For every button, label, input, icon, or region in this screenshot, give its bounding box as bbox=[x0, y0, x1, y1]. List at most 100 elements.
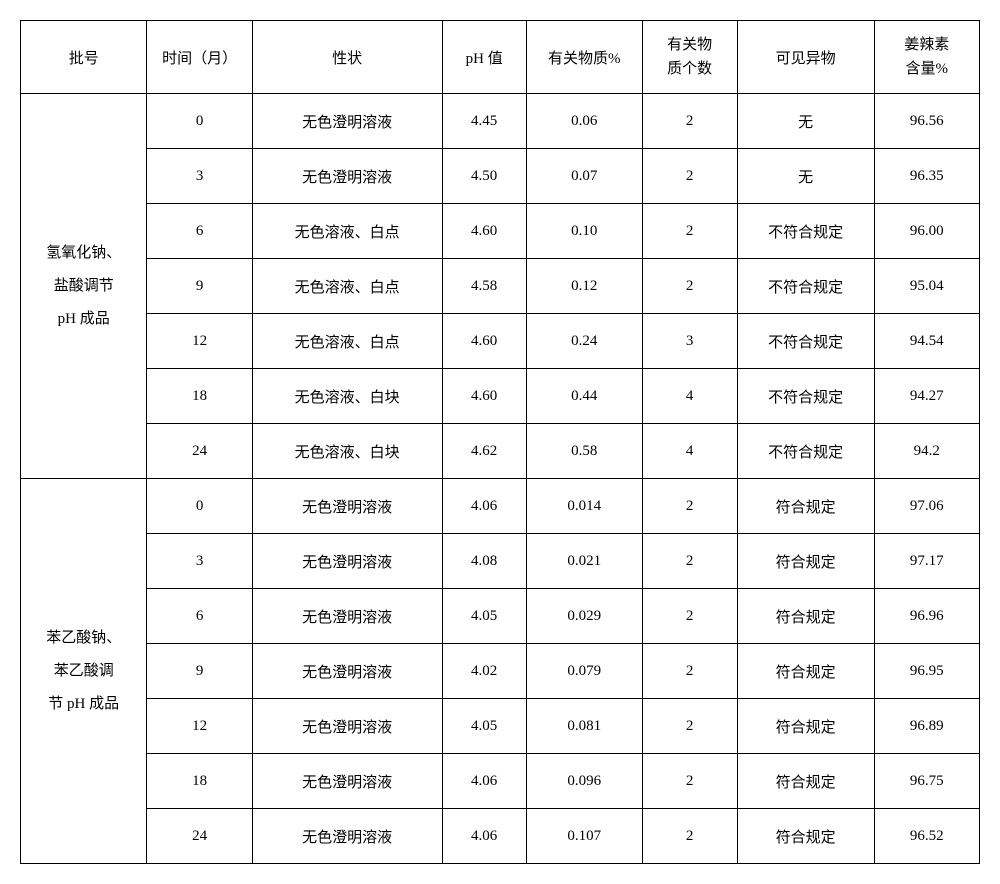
batch-label-line: 盐酸调节 bbox=[21, 270, 146, 303]
cell-count: 2 bbox=[642, 149, 737, 204]
cell-appearance: 无色澄明溶液 bbox=[252, 534, 442, 589]
cell-ph: 4.06 bbox=[442, 479, 526, 534]
cell-count: 2 bbox=[642, 534, 737, 589]
cell-time: 6 bbox=[147, 204, 252, 259]
cell-foreign: 不符合规定 bbox=[737, 204, 874, 259]
cell-ph: 4.58 bbox=[442, 259, 526, 314]
cell-time: 9 bbox=[147, 259, 252, 314]
cell-ph: 4.05 bbox=[442, 699, 526, 754]
cell-gingerol: 94.54 bbox=[874, 314, 979, 369]
cell-gingerol: 96.89 bbox=[874, 699, 979, 754]
table-row: 苯乙酸钠、苯乙酸调节 pH 成品0无色澄明溶液4.060.0142符合规定97.… bbox=[21, 479, 980, 534]
cell-related: 0.07 bbox=[526, 149, 642, 204]
cell-foreign: 不符合规定 bbox=[737, 424, 874, 479]
cell-foreign: 符合规定 bbox=[737, 699, 874, 754]
cell-gingerol: 94.2 bbox=[874, 424, 979, 479]
table-row: 18无色澄明溶液4.060.0962符合规定96.75 bbox=[21, 754, 980, 809]
cell-appearance: 无色溶液、白块 bbox=[252, 369, 442, 424]
cell-appearance: 无色澄明溶液 bbox=[252, 754, 442, 809]
cell-gingerol: 96.00 bbox=[874, 204, 979, 259]
cell-gingerol: 96.35 bbox=[874, 149, 979, 204]
cell-count: 2 bbox=[642, 94, 737, 149]
header-ph: pH 值 bbox=[442, 21, 526, 94]
cell-ph: 4.08 bbox=[442, 534, 526, 589]
cell-count: 2 bbox=[642, 644, 737, 699]
cell-time: 12 bbox=[147, 314, 252, 369]
cell-gingerol: 96.95 bbox=[874, 644, 979, 699]
cell-foreign: 符合规定 bbox=[737, 589, 874, 644]
cell-foreign: 符合规定 bbox=[737, 809, 874, 864]
cell-foreign: 符合规定 bbox=[737, 644, 874, 699]
table-row: 6无色澄明溶液4.050.0292符合规定96.96 bbox=[21, 589, 980, 644]
cell-foreign: 不符合规定 bbox=[737, 259, 874, 314]
table-row: 9无色澄明溶液4.020.0792符合规定96.95 bbox=[21, 644, 980, 699]
cell-time: 24 bbox=[147, 809, 252, 864]
cell-time: 24 bbox=[147, 424, 252, 479]
table-row: 3无色澄明溶液4.080.0212符合规定97.17 bbox=[21, 534, 980, 589]
table-row: 6无色溶液、白点4.600.102不符合规定96.00 bbox=[21, 204, 980, 259]
header-gingerol-line2: 含量% bbox=[875, 57, 979, 81]
cell-foreign: 不符合规定 bbox=[737, 369, 874, 424]
batch-label-line: 苯乙酸钠、 bbox=[21, 622, 146, 655]
cell-count: 2 bbox=[642, 259, 737, 314]
cell-count: 2 bbox=[642, 754, 737, 809]
header-foreign: 可见异物 bbox=[737, 21, 874, 94]
cell-foreign: 符合规定 bbox=[737, 479, 874, 534]
cell-appearance: 无色溶液、白点 bbox=[252, 259, 442, 314]
cell-time: 0 bbox=[147, 94, 252, 149]
cell-ph: 4.60 bbox=[442, 314, 526, 369]
table-row: 氢氧化钠、盐酸调节pH 成品0无色澄明溶液4.450.062无96.56 bbox=[21, 94, 980, 149]
cell-appearance: 无色澄明溶液 bbox=[252, 699, 442, 754]
cell-appearance: 无色澄明溶液 bbox=[252, 589, 442, 644]
cell-related: 0.014 bbox=[526, 479, 642, 534]
cell-related: 0.10 bbox=[526, 204, 642, 259]
cell-appearance: 无色澄明溶液 bbox=[252, 149, 442, 204]
header-related: 有关物质% bbox=[526, 21, 642, 94]
header-count-line2: 质个数 bbox=[643, 57, 737, 81]
cell-related: 0.12 bbox=[526, 259, 642, 314]
cell-ph: 4.06 bbox=[442, 809, 526, 864]
cell-appearance: 无色溶液、白块 bbox=[252, 424, 442, 479]
cell-foreign: 无 bbox=[737, 94, 874, 149]
cell-related: 0.24 bbox=[526, 314, 642, 369]
cell-foreign: 不符合规定 bbox=[737, 314, 874, 369]
batch-label-line: 苯乙酸调 bbox=[21, 655, 146, 688]
cell-appearance: 无色澄明溶液 bbox=[252, 479, 442, 534]
cell-ph: 4.60 bbox=[442, 204, 526, 259]
cell-foreign: 无 bbox=[737, 149, 874, 204]
cell-appearance: 无色澄明溶液 bbox=[252, 94, 442, 149]
cell-related: 0.021 bbox=[526, 534, 642, 589]
table-row: 24无色澄明溶液4.060.1072符合规定96.52 bbox=[21, 809, 980, 864]
header-gingerol-line1: 姜辣素 bbox=[875, 33, 979, 57]
cell-appearance: 无色澄明溶液 bbox=[252, 809, 442, 864]
cell-count: 2 bbox=[642, 479, 737, 534]
cell-related: 0.096 bbox=[526, 754, 642, 809]
cell-related: 0.44 bbox=[526, 369, 642, 424]
header-batch: 批号 bbox=[21, 21, 147, 94]
cell-ph: 4.50 bbox=[442, 149, 526, 204]
cell-time: 12 bbox=[147, 699, 252, 754]
table-row: 3无色澄明溶液4.500.072无96.35 bbox=[21, 149, 980, 204]
cell-related: 0.029 bbox=[526, 589, 642, 644]
cell-ph: 4.02 bbox=[442, 644, 526, 699]
cell-appearance: 无色溶液、白点 bbox=[252, 314, 442, 369]
cell-count: 3 bbox=[642, 314, 737, 369]
cell-related: 0.079 bbox=[526, 644, 642, 699]
header-time: 时间（月） bbox=[147, 21, 252, 94]
header-row: 批号 时间（月） 性状 pH 值 有关物质% 有关物 质个数 可见异物 姜辣素 … bbox=[21, 21, 980, 94]
cell-related: 0.081 bbox=[526, 699, 642, 754]
cell-count: 4 bbox=[642, 369, 737, 424]
cell-ph: 4.06 bbox=[442, 754, 526, 809]
cell-count: 2 bbox=[642, 699, 737, 754]
cell-gingerol: 94.27 bbox=[874, 369, 979, 424]
batch-label-line: 氢氧化钠、 bbox=[21, 237, 146, 270]
cell-related: 0.58 bbox=[526, 424, 642, 479]
cell-gingerol: 96.75 bbox=[874, 754, 979, 809]
batch-label-cell: 苯乙酸钠、苯乙酸调节 pH 成品 bbox=[21, 479, 147, 864]
stability-data-table: 批号 时间（月） 性状 pH 值 有关物质% 有关物 质个数 可见异物 姜辣素 … bbox=[20, 20, 980, 864]
cell-ph: 4.62 bbox=[442, 424, 526, 479]
batch-label-line: pH 成品 bbox=[21, 303, 146, 336]
batch-label-cell: 氢氧化钠、盐酸调节pH 成品 bbox=[21, 94, 147, 479]
cell-time: 18 bbox=[147, 369, 252, 424]
cell-time: 3 bbox=[147, 534, 252, 589]
